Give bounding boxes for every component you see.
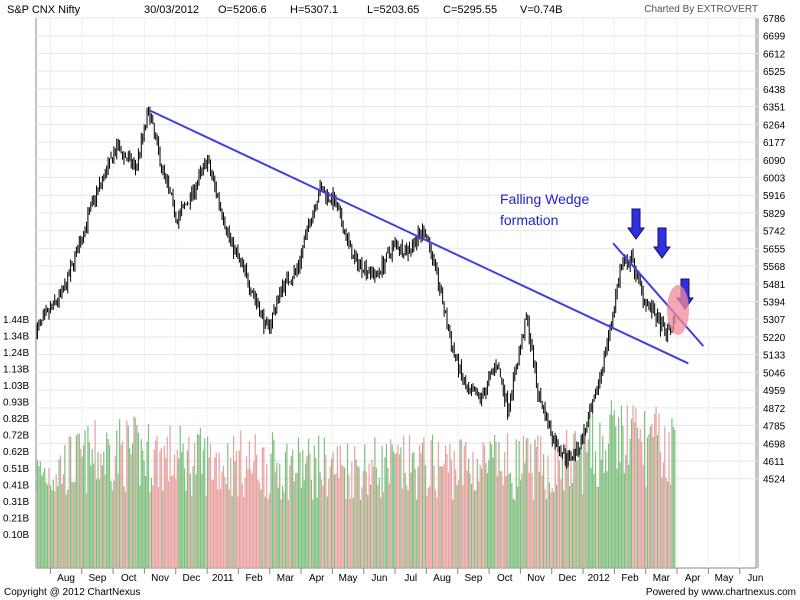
x-tick-label: Mar xyxy=(277,573,295,584)
price-tick-label: 6177 xyxy=(763,138,786,149)
x-tick-label: 2011 xyxy=(212,573,234,584)
x-tick-label: Dec xyxy=(558,573,576,584)
volume-tick-label: 0.93B xyxy=(3,398,29,409)
annotation-line-2: formation xyxy=(500,212,558,228)
down-arrow-icon xyxy=(653,227,671,259)
charted-by-label: Charted By EXTROVERT xyxy=(644,4,758,15)
copyright-label: Copyright @ 2012 ChartNexus xyxy=(4,587,141,598)
price-tick-label: 5046 xyxy=(763,368,786,379)
annotation-line-1: Falling Wedge xyxy=(500,191,589,207)
volume-value: V=0.74B xyxy=(520,4,563,16)
price-tick-label: 6786 xyxy=(763,14,786,25)
x-tick-label: Aug xyxy=(433,573,451,584)
volume-tick-label: 0.51B xyxy=(3,464,29,475)
x-tick-label: Nov xyxy=(527,573,545,584)
price-tick-label: 6612 xyxy=(763,49,786,60)
x-tick-label: Apr xyxy=(309,573,325,584)
x-tick-label: Apr xyxy=(685,573,701,584)
x-tick-label: Oct xyxy=(497,573,513,584)
x-tick-label: Mar xyxy=(653,573,671,584)
price-tick-label: 4698 xyxy=(763,439,786,450)
volume-tick-label: 1.34B xyxy=(3,332,29,343)
x-tick-label: Feb xyxy=(245,573,263,584)
price-tick-label: 4611 xyxy=(763,457,785,468)
x-tick-label: Dec xyxy=(183,573,201,584)
volume-tick-label: 0.82B xyxy=(3,414,29,425)
x-tick-label: 2012 xyxy=(588,573,611,584)
price-tick-label: 6438 xyxy=(763,85,786,96)
price-tick-label: 5916 xyxy=(763,191,786,202)
volume-tick-label: 0.72B xyxy=(3,431,29,442)
symbol-label: S&P CNX Nifty xyxy=(7,4,81,16)
x-tick-label: May xyxy=(339,573,358,584)
low-value: L=5203.65 xyxy=(367,4,420,16)
x-tick-label: May xyxy=(715,573,734,584)
x-tick-label: Sep xyxy=(464,573,482,584)
volume-tick-label: 1.13B xyxy=(3,365,29,376)
x-tick-label: Feb xyxy=(621,573,639,584)
volume-tick-label: 1.24B xyxy=(3,348,29,359)
price-tick-label: 6003 xyxy=(763,173,786,184)
x-tick-label: Sep xyxy=(89,573,107,584)
price-tick-label: 5133 xyxy=(763,351,786,362)
price-tick-label: 5220 xyxy=(763,333,786,344)
volume-tick-label: 0.62B xyxy=(3,447,29,458)
price-tick-label: 6525 xyxy=(763,67,786,78)
price-tick-label: 5481 xyxy=(763,280,786,291)
price-tick-label: 6090 xyxy=(763,156,786,167)
x-tick-label: Nov xyxy=(151,573,169,584)
price-tick-label: 4524 xyxy=(763,475,786,486)
price-tick-label: 5742 xyxy=(763,227,786,238)
price-tick-label: 6264 xyxy=(763,120,786,131)
volume-tick-label: 0.31B xyxy=(3,497,29,508)
volume-tick-label: 0.41B xyxy=(3,480,29,491)
price-tick-label: 6351 xyxy=(763,103,786,114)
volume-tick-label: 0.21B xyxy=(3,513,29,524)
close-value: C=5295.55 xyxy=(443,4,498,16)
volume-tick-label: 1.03B xyxy=(3,381,29,392)
trendline xyxy=(612,242,705,347)
price-tick-label: 4785 xyxy=(763,422,786,433)
price-tick-label: 6699 xyxy=(763,32,786,43)
price-tick-label: 4959 xyxy=(763,386,786,397)
volume-tick-label: 0.10B xyxy=(3,530,29,541)
x-tick-label: Jun xyxy=(371,573,387,584)
date-label: 30/03/2012 xyxy=(144,4,200,16)
price-tick-label: 5829 xyxy=(763,209,786,220)
trendline xyxy=(150,109,689,365)
price-tick-label: 5655 xyxy=(763,244,786,255)
powered-by-label: Powered by www.chartnexus.com xyxy=(645,587,796,598)
x-tick-label: Aug xyxy=(57,573,75,584)
price-tick-label: 5568 xyxy=(763,262,786,273)
price-tick-label: 5307 xyxy=(763,315,786,326)
volume-tick-label: 1.44B xyxy=(3,315,29,326)
x-tick-label: Jun xyxy=(747,573,763,584)
highlight-ellipse xyxy=(667,285,689,335)
high-value: H=5307.1 xyxy=(290,4,339,16)
x-tick-label: Jul xyxy=(404,573,417,584)
price-tick-label: 5394 xyxy=(763,298,786,309)
open-value: O=5206.6 xyxy=(218,4,267,16)
price-tick-label: 4872 xyxy=(763,404,786,415)
x-tick-label: Oct xyxy=(121,573,137,584)
down-arrow-icon xyxy=(627,208,645,240)
